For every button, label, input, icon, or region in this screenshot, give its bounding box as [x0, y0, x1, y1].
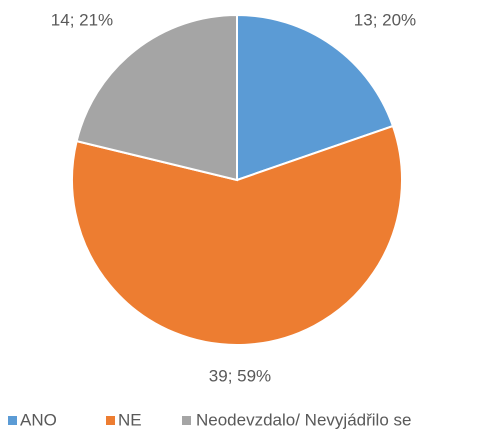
- pie-slice: [75, 13, 238, 182]
- data-label: 39; 59%: [209, 366, 271, 385]
- data-label: 14; 21%: [51, 10, 113, 29]
- legend-swatch: [8, 416, 17, 425]
- legend-label: Neodevzdalo/ Nevyjádřilo se: [196, 410, 411, 429]
- legend-label: NE: [118, 410, 142, 429]
- legend-label: ANO: [20, 410, 57, 429]
- data-label: 13; 20%: [354, 10, 416, 29]
- legend-swatch: [182, 416, 191, 425]
- pie-slice: [71, 124, 403, 346]
- legend-swatch: [106, 416, 115, 425]
